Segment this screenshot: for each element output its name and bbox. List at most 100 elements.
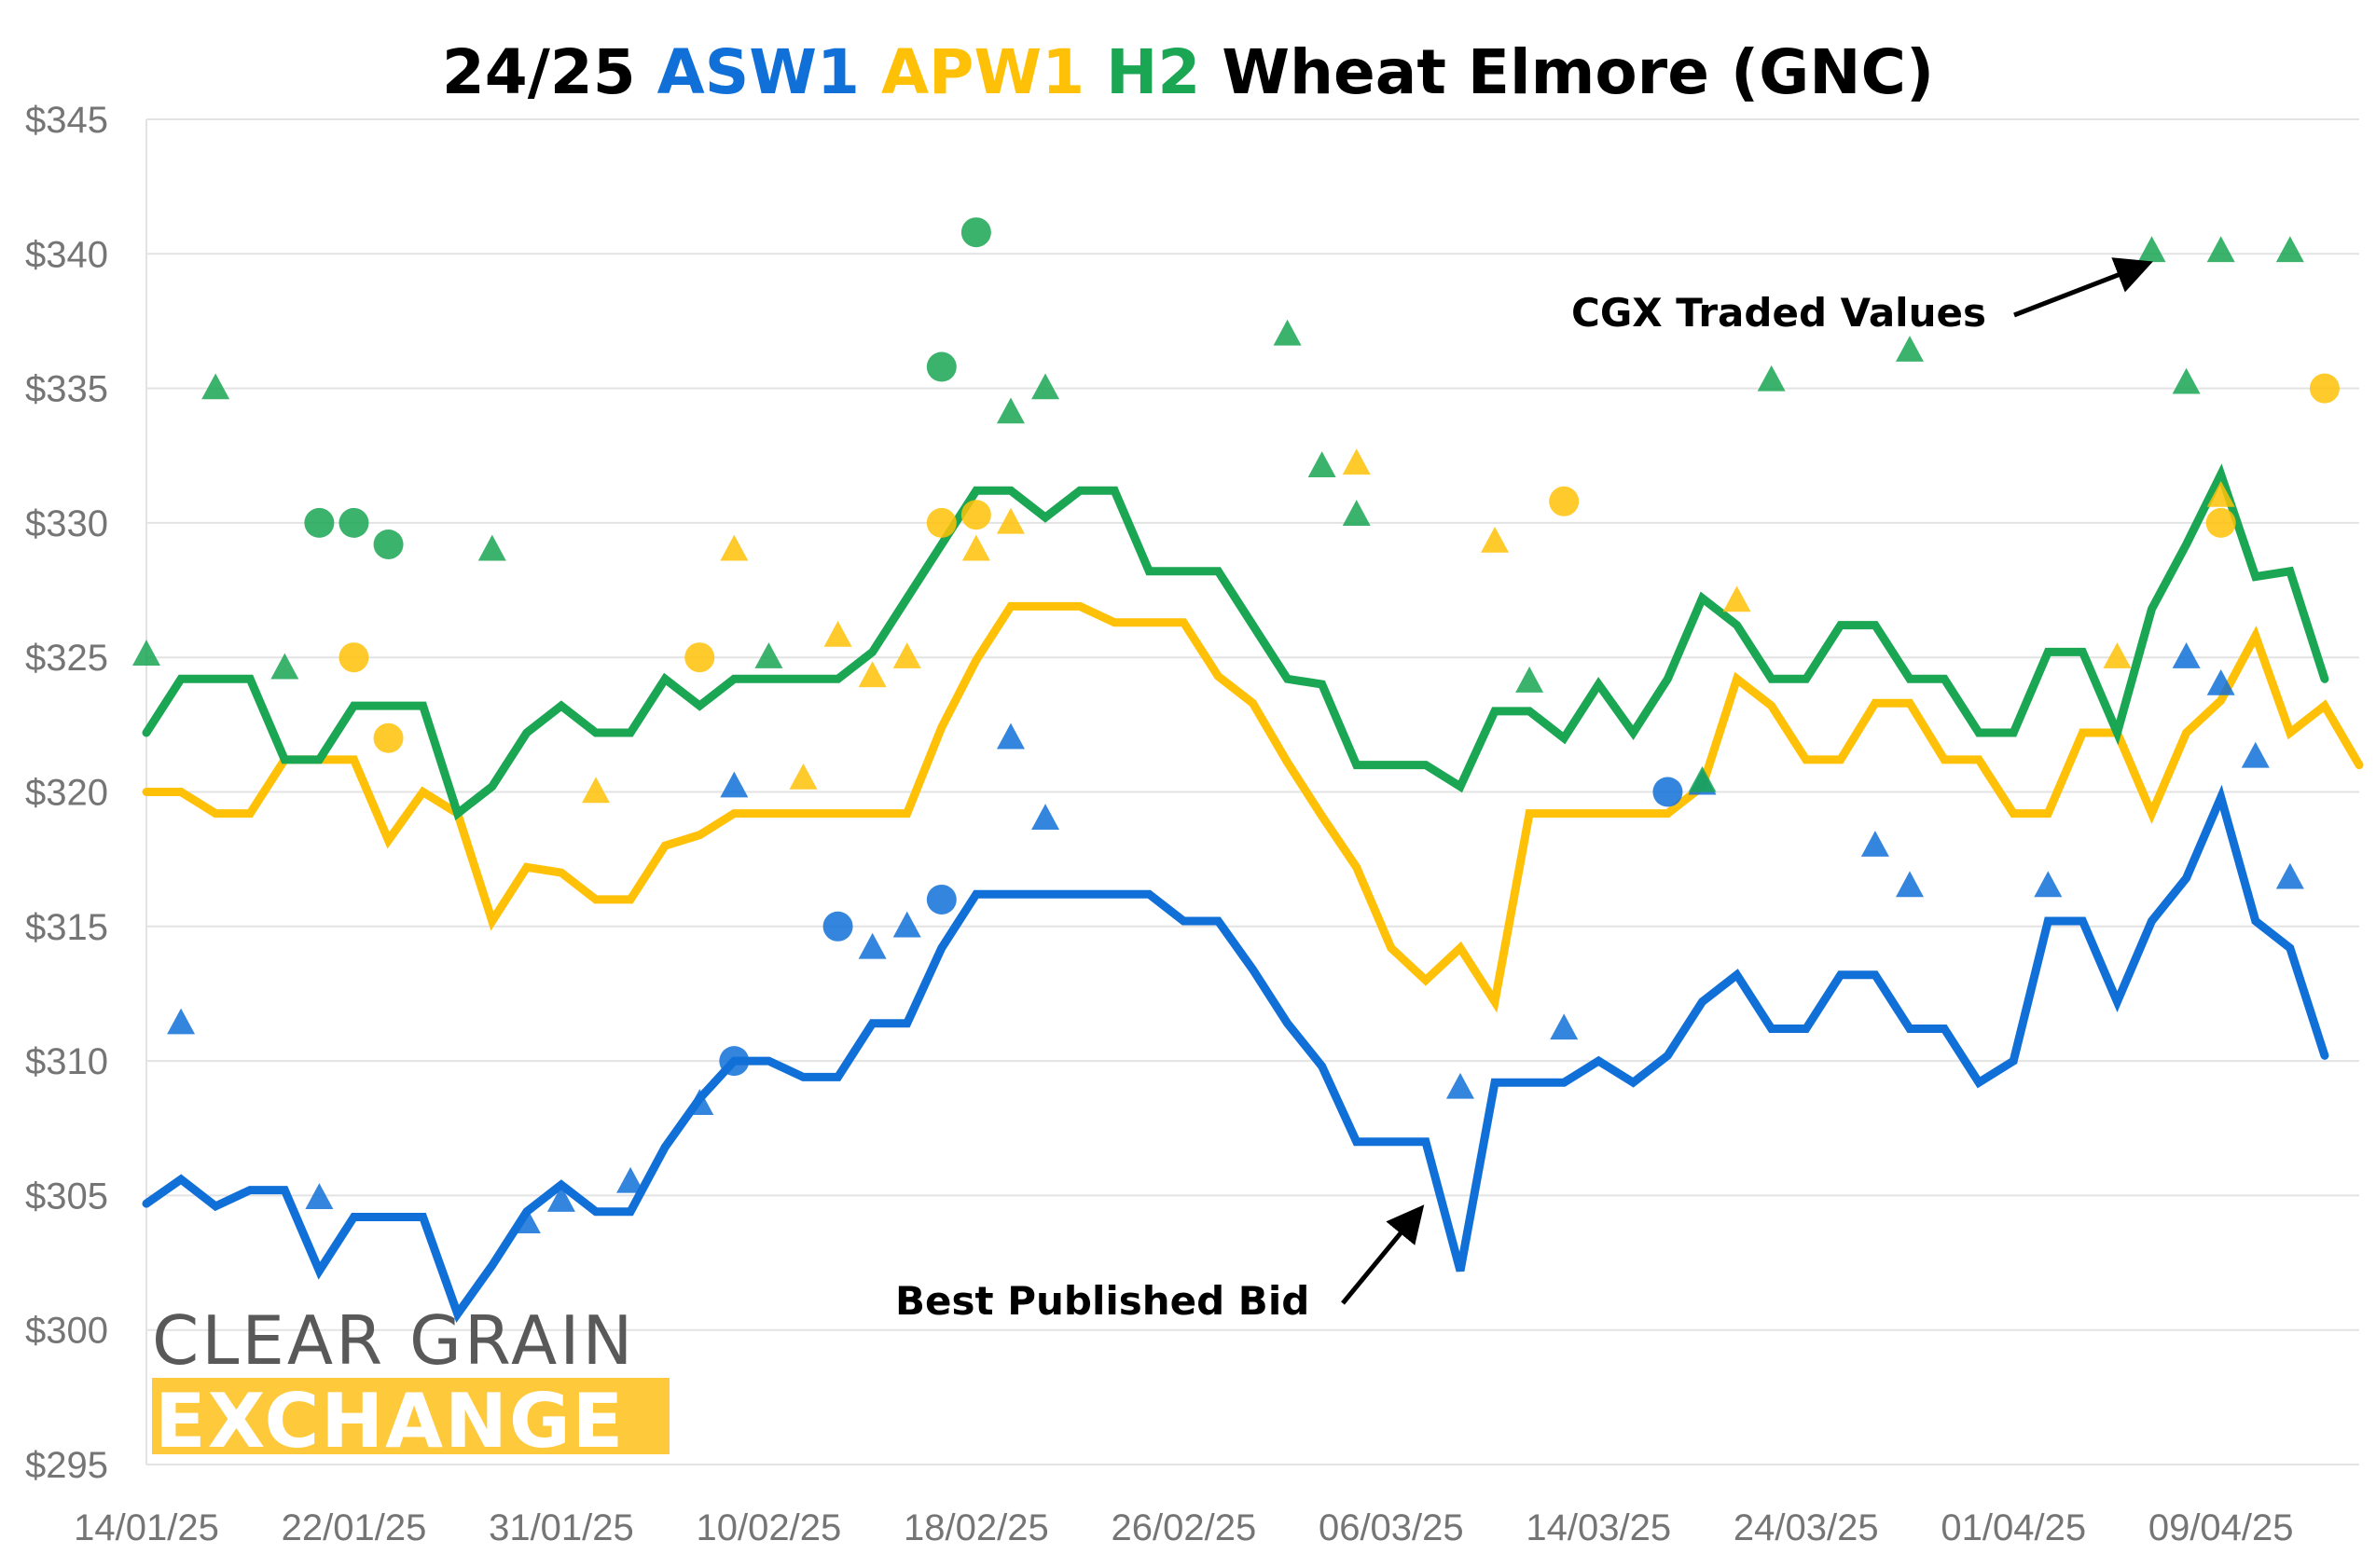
logo-line-1: CLEAR GRAIN bbox=[152, 1301, 635, 1380]
traded-point-triangle bbox=[2206, 236, 2235, 263]
logo-band bbox=[152, 1378, 670, 1454]
traded-point-triangle bbox=[1895, 871, 1924, 898]
traded-point-triangle bbox=[1515, 667, 1544, 693]
traded-point-circle bbox=[373, 722, 404, 753]
title-part-2: APW1 bbox=[860, 36, 1084, 108]
traded-point-triangle bbox=[512, 1207, 541, 1233]
traded-point-triangle bbox=[1757, 364, 1786, 392]
traded-point-triangle bbox=[961, 534, 990, 561]
title-part-3: H2 bbox=[1084, 36, 1200, 108]
traded-point-triangle bbox=[2275, 236, 2304, 263]
traded-point-triangle bbox=[1031, 804, 1060, 831]
traded-point-triangle bbox=[1342, 448, 1371, 475]
traded-point-triangle bbox=[167, 1008, 196, 1035]
annotations: CGX Traded Values Best Published Bid bbox=[895, 257, 2153, 1324]
traded-point-triangle bbox=[892, 642, 921, 668]
y-tick-label: $300 bbox=[25, 1311, 108, 1352]
traded-point-triangle bbox=[477, 534, 506, 561]
traded-point-triangle bbox=[2206, 668, 2235, 695]
traded-point-triangle bbox=[858, 932, 887, 959]
traded-point-triangle bbox=[1895, 336, 1924, 362]
traded-point-triangle bbox=[720, 771, 749, 798]
traded-point-triangle bbox=[2034, 871, 2063, 898]
traded-point-triangle bbox=[1031, 373, 1060, 400]
annotation-cgx: CGX Traded Values bbox=[1571, 290, 1986, 336]
traded-point-triangle bbox=[1722, 585, 1751, 612]
x-tick-label: 26/02/25 bbox=[1111, 1507, 1256, 1548]
traded-point-triangle bbox=[2137, 236, 2166, 263]
x-tick-label: 18/02/25 bbox=[904, 1507, 1049, 1548]
x-tick-label: 09/04/25 bbox=[2148, 1507, 2294, 1548]
traded-point-triangle bbox=[201, 373, 230, 400]
x-axis-ticks: 14/01/25 22/01/25 31/01/25 10/02/25 18/02/25… bbox=[74, 1507, 2293, 1548]
y-tick-label: $340 bbox=[25, 234, 108, 275]
traded-point-triangle bbox=[546, 1186, 575, 1212]
chart-title: 24/25 ASW1 APW1 H2 Wheat Elmore (GNC) bbox=[442, 36, 1934, 108]
traded-point-circle bbox=[338, 507, 369, 538]
traded-point-triangle bbox=[2275, 862, 2304, 889]
traded-point-circle bbox=[373, 529, 404, 559]
traded-point-circle bbox=[304, 507, 335, 538]
traded-point-triangle bbox=[754, 642, 783, 668]
y-tick-label: $315 bbox=[25, 907, 108, 948]
traded-point-triangle bbox=[720, 534, 749, 561]
title-part-0: 24/25 bbox=[442, 36, 636, 108]
traded-point-circle bbox=[2309, 373, 2340, 404]
traded-point-triangle bbox=[1307, 451, 1336, 477]
traded-point-circle bbox=[926, 884, 957, 915]
y-tick-label: $345 bbox=[25, 100, 108, 141]
traded-point-triangle bbox=[1445, 1072, 1474, 1099]
traded-point-triangle bbox=[892, 911, 921, 938]
traded-point-circle bbox=[338, 642, 369, 673]
x-tick-label: 14/03/25 bbox=[1526, 1507, 1671, 1548]
traded-point-triangle bbox=[2103, 642, 2132, 668]
traded-point-triangle bbox=[789, 763, 818, 790]
y-tick-label: $320 bbox=[25, 773, 108, 814]
x-tick-label: 24/03/25 bbox=[1734, 1507, 1879, 1548]
y-tick-label: $295 bbox=[25, 1445, 108, 1486]
x-tick-label: 01/04/25 bbox=[1941, 1507, 2086, 1548]
y-tick-label: $310 bbox=[25, 1041, 108, 1082]
traded-point-circle bbox=[926, 351, 957, 382]
traded-point-triangle bbox=[270, 653, 299, 680]
y-tick-label: $330 bbox=[25, 503, 108, 544]
traded-point-circle bbox=[1652, 777, 1683, 807]
logo-line-2: EXCHANGE bbox=[155, 1378, 625, 1465]
traded-point-triangle bbox=[685, 1089, 714, 1115]
series-line-asw1 bbox=[142, 784, 2329, 1324]
title-part-4: Wheat Elmore (GNC) bbox=[1200, 36, 1934, 108]
traded-point-triangle bbox=[1688, 765, 1717, 792]
x-tick-label: 10/02/25 bbox=[697, 1507, 842, 1548]
traded-point-triangle bbox=[1550, 1013, 1579, 1040]
y-tick-label: $305 bbox=[25, 1176, 108, 1217]
title-part-1: ASW1 bbox=[636, 36, 860, 108]
traded-point-circle bbox=[960, 500, 991, 530]
y-axis-ticks: $295 $300 $305 $310 $315 $320 $325 $330 $335 $340… bbox=[25, 100, 108, 1486]
annotation-arrow-cgx bbox=[2013, 257, 2153, 318]
traded-point-triangle bbox=[582, 777, 611, 804]
traded-point-circle bbox=[822, 911, 853, 942]
traded-point-triangle bbox=[1481, 526, 1510, 553]
traded-point-triangle bbox=[2206, 480, 2235, 507]
traded-point-triangle bbox=[996, 722, 1025, 750]
traded-point-triangle bbox=[858, 661, 887, 688]
traded-point-triangle bbox=[823, 620, 852, 647]
y-tick-label: $335 bbox=[25, 369, 108, 410]
annotation-bid: Best Published Bid bbox=[895, 1278, 1309, 1324]
traded-point-triangle bbox=[1342, 500, 1371, 526]
series-line-h2 bbox=[142, 463, 2329, 821]
x-tick-label: 31/01/25 bbox=[489, 1507, 634, 1548]
traded-point-triangle bbox=[996, 507, 1025, 534]
x-tick-label: 14/01/25 bbox=[74, 1507, 219, 1548]
traded-point-circle bbox=[684, 642, 715, 673]
clear-grain-exchange-logo: CLEAR GRAIN EXCHANGE bbox=[152, 1301, 670, 1465]
traded-point-triangle bbox=[132, 640, 160, 667]
traded-point-triangle bbox=[2172, 642, 2201, 668]
traded-point-circle bbox=[960, 217, 991, 248]
traded-point-triangle bbox=[616, 1166, 645, 1193]
x-tick-label: 06/03/25 bbox=[1319, 1507, 1464, 1548]
traded-point-triangle bbox=[1860, 831, 1889, 857]
traded-point-triangle bbox=[2241, 741, 2270, 768]
traded-point-circle bbox=[719, 1046, 750, 1077]
